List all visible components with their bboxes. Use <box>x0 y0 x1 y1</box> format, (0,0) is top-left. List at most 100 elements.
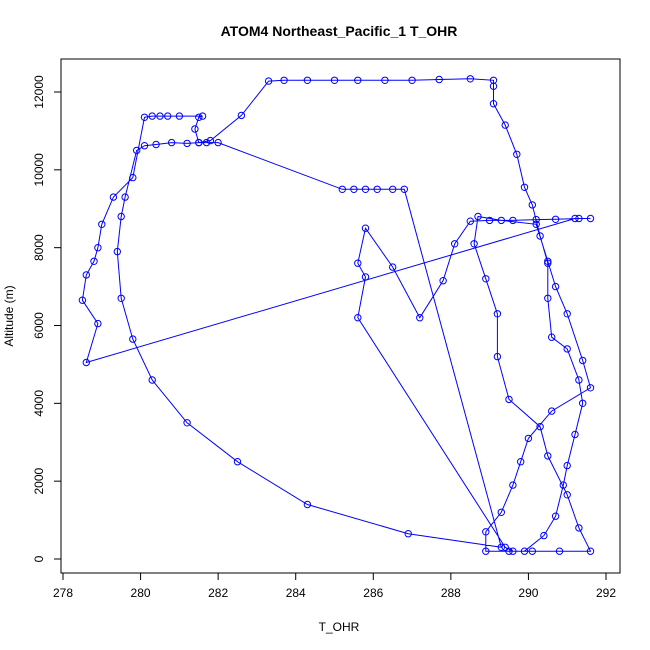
data-point <box>94 244 102 252</box>
data-point <box>152 140 160 149</box>
plot-area-frame <box>60 58 621 574</box>
data-point <box>439 277 447 285</box>
data-point <box>528 547 536 555</box>
data-point <box>183 419 191 427</box>
data-point <box>90 257 98 265</box>
data-point <box>466 75 474 83</box>
data-point <box>140 142 149 150</box>
data-point <box>505 395 513 404</box>
data-point <box>509 481 517 489</box>
data-point <box>482 547 490 555</box>
chart-title: ATOM4 Northeast_Pacific_1 T_OHR <box>221 23 458 39</box>
data-point <box>563 461 571 470</box>
x-tick-label: 288 <box>441 586 461 600</box>
x-tick-label: 290 <box>518 586 538 600</box>
x-tick-label: 284 <box>286 586 306 600</box>
data-point <box>303 76 312 85</box>
data-point <box>350 185 358 194</box>
data-point <box>528 201 536 209</box>
data-point <box>175 112 184 120</box>
data-point <box>586 214 595 223</box>
data-point <box>571 430 579 439</box>
data-point <box>501 543 509 551</box>
x-tick-label: 286 <box>363 586 383 600</box>
data-point <box>524 434 533 443</box>
x-tick-label: 280 <box>131 586 151 600</box>
data-point <box>264 77 273 85</box>
data-point <box>497 508 505 516</box>
data-point <box>551 512 560 520</box>
data-point <box>148 112 156 120</box>
data-point <box>389 263 397 271</box>
data-point <box>148 376 156 384</box>
data-point <box>536 232 544 240</box>
data-point <box>164 112 172 120</box>
data-point <box>233 458 242 466</box>
data-point <box>280 76 288 85</box>
data-point <box>579 399 587 407</box>
x-tick-label: 282 <box>208 586 228 600</box>
y-axis: 0 2000 4000 6000 8000 10000 12000 <box>32 75 62 562</box>
data-point <box>482 275 490 283</box>
data-point <box>509 216 517 225</box>
data-point <box>129 335 137 343</box>
y-tick-label: 2000 <box>32 467 46 494</box>
data-point <box>373 185 381 194</box>
data-point <box>505 547 513 555</box>
y-tick-label: 12000 <box>32 75 46 109</box>
data-point <box>408 76 416 85</box>
data-point <box>544 259 552 267</box>
data-point <box>489 82 498 90</box>
y-axis-label: Altitude (m) <box>2 285 16 346</box>
data-point <box>551 215 560 224</box>
data-point <box>400 185 408 194</box>
data-point <box>493 352 502 361</box>
data-point <box>133 146 141 155</box>
data-point <box>575 524 583 532</box>
x-tick-label: 278 <box>53 586 73 600</box>
data-point <box>198 112 207 120</box>
data-point <box>551 282 560 291</box>
y-tick-label: 4000 <box>32 390 46 417</box>
data-point <box>575 376 583 384</box>
data-point <box>129 173 137 182</box>
data-point <box>361 185 370 194</box>
data-point <box>555 547 564 555</box>
data-point <box>586 384 595 392</box>
data-point <box>167 138 176 147</box>
series-line <box>81 78 592 552</box>
data-point <box>389 185 397 194</box>
data-point <box>548 333 556 341</box>
data-point <box>354 314 362 322</box>
data-point <box>563 345 571 353</box>
data-point <box>575 214 583 223</box>
y-tick-label: 0 <box>32 555 46 562</box>
data-point <box>466 217 474 225</box>
data-point <box>117 212 125 221</box>
data-point <box>354 76 362 85</box>
data-point <box>381 76 389 85</box>
data-point <box>202 138 211 147</box>
data-point <box>78 296 87 304</box>
data-point <box>435 75 443 84</box>
data-point <box>509 547 517 555</box>
data-point <box>513 150 521 159</box>
data-point <box>330 76 339 85</box>
data-point <box>497 216 505 225</box>
y-tick-label: 10000 <box>32 153 46 187</box>
data-point <box>571 214 579 223</box>
data-point <box>532 215 540 224</box>
data-point <box>559 481 567 489</box>
data-point <box>474 212 482 221</box>
data-point <box>404 530 412 538</box>
data-point <box>82 271 91 279</box>
data-point <box>117 294 125 302</box>
data-point <box>451 240 459 248</box>
data-point <box>206 136 215 145</box>
data-point <box>191 125 199 133</box>
data-point <box>98 220 106 229</box>
data-point <box>482 528 490 536</box>
data-point <box>548 407 556 415</box>
data-point <box>237 111 246 120</box>
